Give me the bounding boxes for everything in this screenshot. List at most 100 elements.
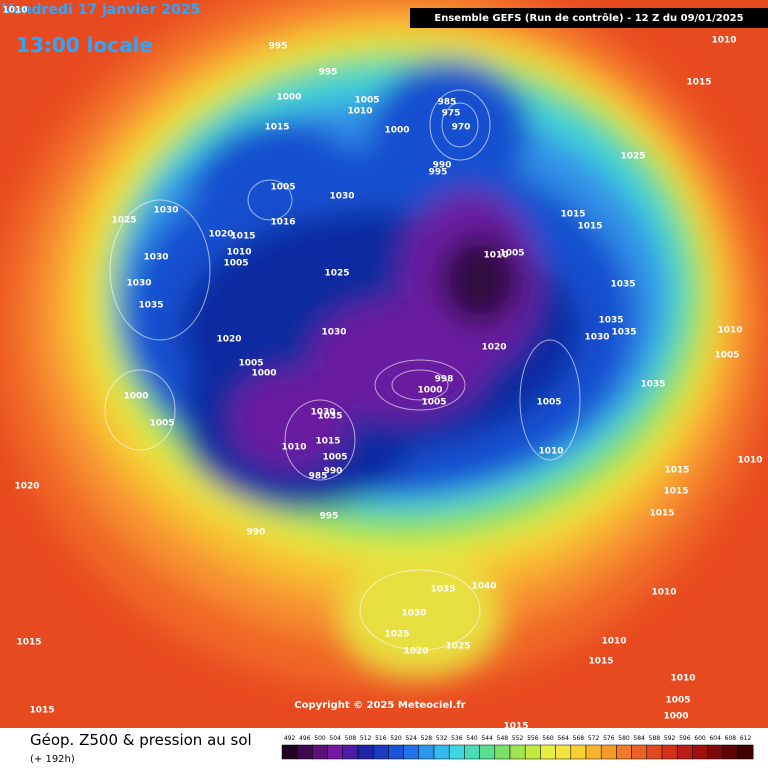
legend-swatch (327, 744, 344, 760)
isobar-label: 1015 (686, 78, 711, 88)
isobar-label: 1030 (329, 192, 354, 202)
isobar-label: 1016 (270, 218, 295, 228)
isobar-label: 985 (438, 98, 457, 108)
legend-tick-label: 520 (390, 735, 402, 742)
run-info: Ensemble GEFS (Run de contrôle) - 12 Z d… (434, 12, 743, 24)
isobar-label: 995 (429, 168, 448, 178)
isobar-label: 995 (320, 512, 339, 522)
legend-swatch (524, 744, 541, 760)
isobar-label: 1025 (445, 642, 470, 652)
legend-tick-label: 500 (314, 735, 326, 742)
legend-swatch (707, 744, 724, 760)
isobar-label: 1010 (601, 637, 626, 647)
legend-swatch (509, 744, 526, 760)
legend-swatch (585, 744, 602, 760)
isobar-label: 990 (433, 161, 452, 171)
isobar-label: 1005 (149, 419, 174, 429)
legend-tick-label: 564 (557, 735, 569, 742)
legend-tick-label: 612 (740, 735, 752, 742)
isobar-label: 1000 (251, 369, 276, 379)
isobar-label: 1000 (417, 386, 442, 396)
legend-swatch (600, 744, 617, 760)
isobar-label: 1010 (711, 36, 736, 46)
isobar-lines (104, 89, 581, 651)
legend-swatch (448, 744, 465, 760)
legend-swatch (737, 744, 754, 760)
isobar-label: 1015 (16, 638, 41, 648)
isobar-label: 1015 (264, 123, 289, 133)
isobar-label: 1010 (651, 588, 676, 598)
isobar-label: 1010 (737, 456, 762, 466)
legend-tick-label: 504 (329, 735, 341, 742)
legend-tick-label: 568 (573, 735, 585, 742)
legend-swatch (296, 744, 313, 760)
isobar-label: 1015 (560, 210, 585, 220)
isobar-label: 1015 (664, 466, 689, 476)
isobar-label: 1025 (384, 630, 409, 640)
isobar-label: 1005 (665, 696, 690, 706)
isobar-label: 1005 (223, 259, 248, 269)
footer-lead: (+ 192h) (30, 754, 75, 765)
legend-swatch (312, 744, 328, 760)
legend-tick-label: 576 (603, 735, 615, 742)
legend-tick-label: 548 (497, 735, 509, 742)
legend-tick-label: 492 (284, 735, 296, 742)
isobar-label: 1000 (663, 712, 688, 722)
legend-tick-label: 600 (694, 735, 706, 742)
isobar-label: 1030 (153, 206, 178, 216)
isobar-label: 1005 (270, 183, 295, 193)
legend-tick-label: 536 (451, 735, 463, 742)
run-box (410, 8, 768, 28)
legend-tick-label: 544 (481, 735, 493, 742)
legend-tick-label: 572 (588, 735, 600, 742)
isobar-label: 1010 (347, 107, 372, 117)
legend-swatch (281, 744, 298, 760)
legend-swatch (692, 744, 708, 760)
legend-swatch (631, 744, 648, 760)
legend-swatch (570, 744, 587, 760)
legend-swatch (403, 744, 420, 760)
legend-tick-label: 560 (542, 735, 554, 742)
isobar-label: 1020 (216, 335, 241, 345)
legend-swatch (388, 744, 404, 760)
isobar-label: 1030 (401, 609, 426, 619)
legend-tick-label: 524 (405, 735, 417, 742)
isobar-label: 1015 (663, 487, 688, 497)
isobar-label: 995 (269, 42, 288, 52)
isobar-label: 1015 (588, 657, 613, 667)
isobar-label: 1020 (208, 230, 233, 240)
legend-swatch (661, 744, 678, 760)
isobar-label: 1025 (620, 152, 645, 162)
legend-tick-label: 584 (633, 735, 645, 742)
legend-tick-label: 596 (679, 735, 691, 742)
legend-swatch (494, 744, 511, 760)
isobar-label: 1025 (324, 269, 349, 279)
isobar-label: 998 (435, 375, 454, 385)
isobar-label: 1035 (317, 412, 342, 422)
isobar-label: 1010 (670, 674, 695, 684)
legend-swatch (676, 744, 693, 760)
isobar-label: 1040 (471, 582, 496, 592)
isobar-label: 1015 (230, 232, 255, 242)
legend-swatch (540, 744, 556, 760)
legend-swatch (722, 744, 739, 760)
legend-swatch (433, 744, 450, 760)
isobar-label: 1035 (138, 301, 163, 311)
legend-tick-label: 532 (436, 735, 448, 742)
isobar-label: 1015 (29, 706, 54, 716)
isobar-label: 1030 (321, 328, 346, 338)
legend-tick-label: 556 (527, 735, 539, 742)
height-field (0, 0, 768, 690)
legend-tick-label: 588 (649, 735, 661, 742)
isobar-label: 1000 (276, 93, 301, 103)
isobar-label: 1035 (611, 328, 636, 338)
date: Vendredi 17 janvier 2025 (2, 2, 200, 18)
legend-tick-label: 592 (664, 735, 676, 742)
isobar-label: 1010 (717, 326, 742, 336)
legend-swatch (479, 744, 496, 760)
legend-tick-label: 608 (725, 735, 737, 742)
time: 13:00 locale (16, 33, 153, 57)
legend-swatch (464, 744, 480, 760)
isobar-label: 990 (247, 528, 266, 538)
